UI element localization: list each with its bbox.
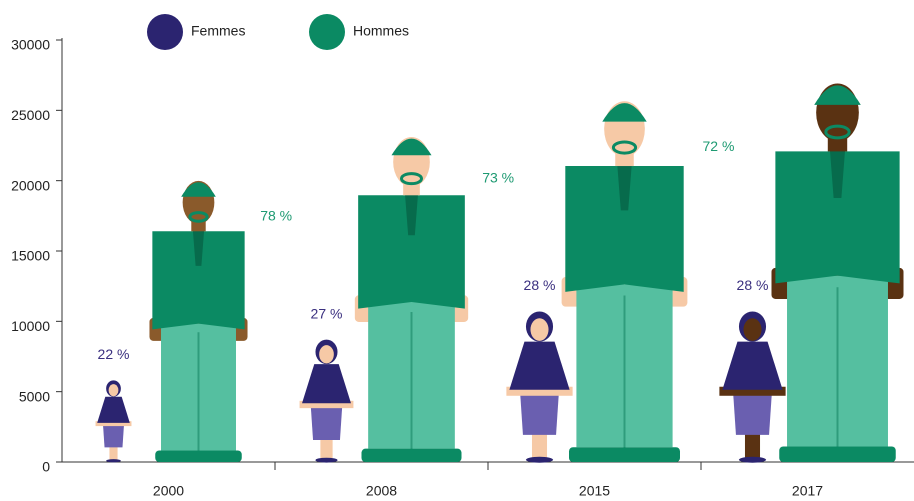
- y-tick-label: 10000: [11, 318, 50, 334]
- skirt: [519, 389, 560, 435]
- legend-swatch: [309, 14, 345, 50]
- hair: [814, 85, 861, 105]
- jacket: [152, 231, 245, 330]
- y-tick-label: 5000: [19, 388, 50, 404]
- top: [97, 396, 130, 423]
- skirt: [310, 403, 343, 440]
- top: [509, 341, 570, 390]
- arms: [95, 421, 132, 427]
- shoes: [361, 448, 462, 462]
- man-figure: [354, 136, 469, 462]
- man-figure: [561, 101, 688, 462]
- face: [530, 318, 549, 341]
- woman-figure: [299, 339, 354, 463]
- y-tick-label: 30000: [11, 37, 50, 53]
- x-tick-label: 2017: [792, 483, 823, 499]
- arms: [506, 386, 573, 396]
- legend-swatch: [147, 14, 183, 50]
- tie: [829, 147, 846, 198]
- shoes: [779, 446, 896, 462]
- share-label: 72 %: [703, 138, 735, 154]
- share-label: 22 %: [98, 346, 130, 362]
- share-label: 73 %: [482, 169, 514, 185]
- beard: [399, 172, 424, 186]
- share-label: 78 %: [260, 208, 292, 224]
- legend-label: Hommes: [353, 23, 409, 39]
- y-tick-label: 25000: [11, 107, 50, 123]
- face: [743, 318, 762, 341]
- y-tick-label: 20000: [11, 177, 50, 193]
- arms: [719, 386, 786, 396]
- skirt: [102, 422, 125, 448]
- shoes: [106, 459, 121, 463]
- beard: [611, 140, 638, 155]
- hair: [602, 103, 647, 122]
- woman-figure: [95, 380, 132, 463]
- face: [108, 384, 119, 397]
- tie: [617, 162, 632, 211]
- skirt: [732, 389, 773, 435]
- shoes: [525, 456, 554, 463]
- jacket: [565, 166, 684, 292]
- woman-figure: [719, 311, 786, 463]
- legend-label: Femmes: [191, 23, 245, 39]
- hair: [181, 182, 216, 197]
- shoes: [315, 457, 338, 463]
- beard: [188, 211, 209, 223]
- x-tick-label: 2000: [153, 483, 184, 499]
- arms: [299, 400, 354, 409]
- beard: [824, 124, 851, 140]
- hair: [391, 138, 432, 156]
- tie: [404, 191, 419, 236]
- man-figure: [771, 83, 904, 462]
- legs: [109, 441, 118, 460]
- face: [319, 345, 334, 364]
- shoes: [738, 456, 767, 463]
- jacket: [775, 151, 900, 284]
- man-figure: [149, 180, 248, 462]
- share-label: 28 %: [524, 277, 556, 293]
- tie: [192, 228, 205, 266]
- top: [722, 341, 783, 390]
- woman-figure: [506, 311, 573, 463]
- shoes: [155, 450, 242, 462]
- jacket: [358, 195, 465, 309]
- top: [302, 364, 351, 404]
- shoes: [569, 447, 680, 462]
- share-label: 27 %: [311, 305, 343, 321]
- x-tick-label: 2008: [366, 483, 397, 499]
- x-tick-label: 2015: [579, 483, 610, 499]
- share-label: 28 %: [737, 277, 769, 293]
- y-tick-label: 0: [42, 459, 50, 475]
- y-tick-label: 15000: [11, 248, 50, 264]
